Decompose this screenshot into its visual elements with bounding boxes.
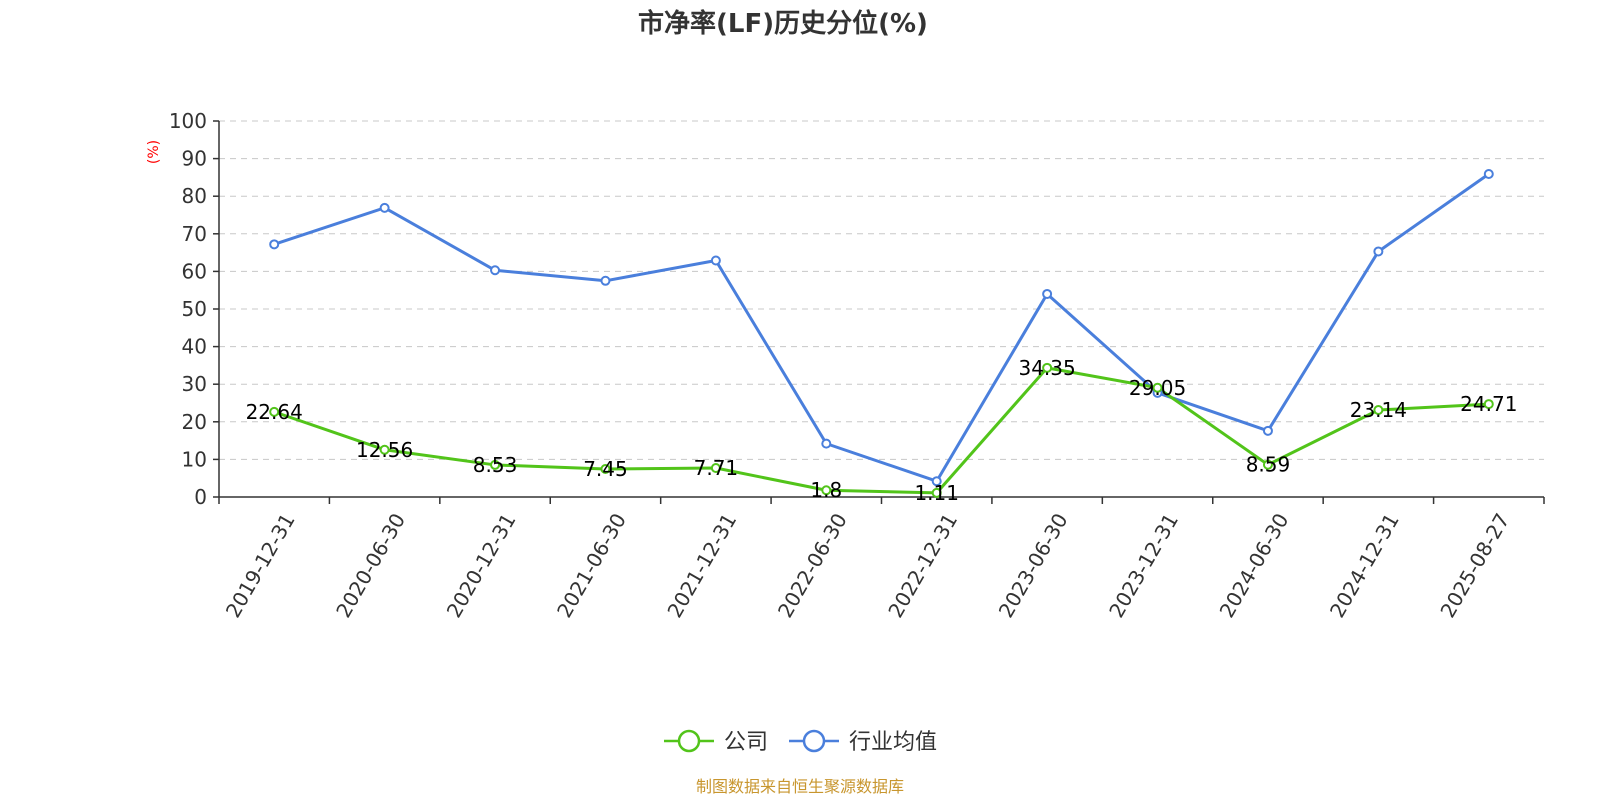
y-axis-tick-label: 100 [169,109,207,133]
data-point-industry-average [710,255,721,266]
data-labels: 22.64 12.56 8.53 7.45 7.71 1.8 1.11 34.35 29.05 8… [246,356,1518,505]
data-point-industry-average [1262,425,1273,436]
data-label: 8.53 [473,453,518,477]
data-point-industry-average [490,265,501,276]
y-axis-tick-label: 0 [194,485,207,509]
y-axis-tick-label: 40 [182,335,207,359]
x-axis-tick-label: 2020-06-30 [331,509,410,622]
data-label: 29.05 [1129,376,1186,400]
legend-label-company: 公司 [724,730,768,755]
series-lines [273,172,1490,495]
y-axis-tick-label: 80 [182,184,207,208]
data-point-industry-average [821,438,832,449]
data-label: 24.71 [1460,392,1517,416]
x-axis-tick-label: 2021-06-30 [552,509,631,622]
data-point-company [1373,404,1384,415]
data-point-company [1262,459,1273,470]
y-axis-tick-label: 30 [182,372,207,396]
series-line-company [273,366,1489,495]
legend: 公司 行业均值 [664,729,937,755]
data-label: 7.71 [694,456,739,480]
data-point-company [379,444,390,455]
data-label: 8.59 [1246,453,1291,477]
data-point-industry-average [1042,288,1053,299]
data-point-industry-average [1483,169,1494,180]
y-axis-tick-label: 20 [182,410,207,434]
data-point-industry-average [379,202,390,213]
series-points [269,169,1494,498]
legend-marker-company [677,729,701,753]
axes: 0 10 20 30 40 50 60 70 80 90 100 2019-12-31 2020-06-… [169,109,1545,622]
data-point-company [1152,382,1163,393]
x-axis-tick-label: 2021-12-31 [662,509,741,622]
y-axis-tick-label: 90 [182,147,207,171]
grid-lines [219,120,1544,460]
data-point-company [1042,362,1053,373]
data-label: 22.64 [246,400,303,424]
data-point-company [710,463,721,474]
x-axis-tick-label: 2022-06-30 [773,509,852,622]
y-axis-tick-label: 50 [182,297,207,321]
y-axis-unit-label: (%) [146,140,162,164]
x-axis-tick-label: 2020-12-31 [442,509,521,622]
chart-title: 市净率(LF)历史分位(%) [638,8,928,39]
y-axis-tick-label: 10 [182,447,207,471]
x-axis-tick-label: 2022-12-31 [883,509,962,622]
data-label: 12.56 [356,438,413,462]
data-point-company [269,406,280,417]
data-point-company [931,487,942,498]
data-label: 34.35 [1018,356,1075,380]
data-point-company [821,485,832,496]
x-axis-tick-label: 2019-12-31 [221,509,300,622]
legend-marker-industry-average [802,729,826,753]
data-point-industry-average [931,476,942,487]
data-point-company [1483,399,1494,410]
x-axis-tick-label: 2023-06-30 [994,509,1073,622]
data-point-industry-average [1373,246,1384,257]
x-axis-tick-label: 2024-06-30 [1215,509,1294,622]
source-note: 制图数据来自恒生聚源数据库 [696,777,904,796]
legend-label-industry-average: 行业均值 [849,730,937,755]
x-axis-tick-label: 2023-12-31 [1104,509,1183,622]
x-axis-tick-label: 2024-12-31 [1325,509,1404,622]
data-point-company [600,463,611,474]
data-point-industry-average [269,239,280,250]
data-point-industry-average [600,275,611,286]
data-label: 7.45 [583,457,628,481]
data-label: 23.14 [1350,398,1407,422]
y-axis-tick-label: 70 [182,222,207,246]
data-label: 1.11 [914,481,959,505]
y-axis-tick-label: 60 [182,259,207,283]
x-axis-tick-label: 2025-08-27 [1435,509,1514,622]
series-line-industry-average [273,172,1490,483]
data-label: 1.8 [810,478,842,502]
data-point-company [490,459,501,470]
